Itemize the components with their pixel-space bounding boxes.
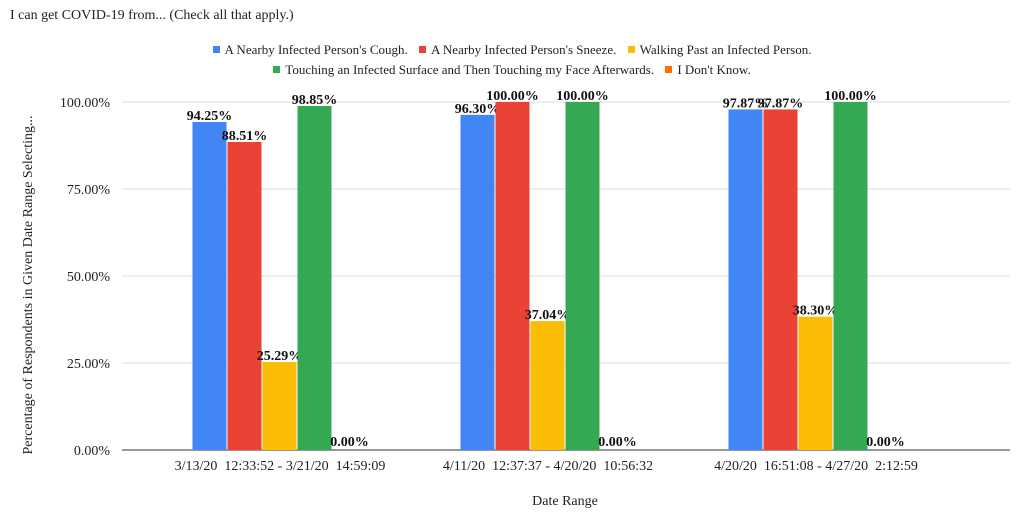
data-label: 100.00% [486,89,539,104]
legend-item-walking: Walking Past an Infected Person. [627,42,812,58]
data-label: 97.87% [758,96,804,111]
data-label: 100.00% [556,89,609,104]
legend-item-dont-know: I Don't Know. [665,62,751,78]
y-tick-label: 0.00% [74,444,111,459]
legend-item-touching: Touching an Infected Surface and Then To… [273,62,654,78]
x-axis-title: Date Range [532,494,598,509]
legend-swatch-dont-know [665,66,673,73]
legend-label-walking: Walking Past an Infected Person. [639,42,812,57]
bar [728,109,763,450]
bar [495,102,530,450]
legend-swatch-sneeze [418,46,426,53]
data-label: 94.25% [187,109,233,124]
bar [798,316,833,450]
legend-row-2: Touching an Infected Surface and Then To… [0,62,1024,78]
bar [833,102,868,450]
data-label: 37.04% [525,308,571,323]
bar [192,122,227,450]
legend-swatch-touching [273,66,281,73]
legend-swatch-cough [212,46,220,53]
data-label: 97.87% [723,96,769,111]
data-label: 0.00% [598,435,637,450]
y-axis-title-text: Percentage of Respondents in Given Date … [21,115,36,455]
legend-label-touching: Touching an Infected Surface and Then To… [285,62,655,77]
x-tick-label: 4/20/20 16:51:08 - 4/27/20 2:12:59 [714,459,918,474]
legend-item-sneeze: A Nearby Infected Person's Sneeze. [418,42,617,58]
legend-label-dont-know: I Don't Know. [677,62,751,77]
bar [565,102,600,450]
x-tick-label: 3/13/20 12:33:52 - 3/21/20 14:59:09 [175,459,386,474]
y-tick-label: 25.00% [67,357,111,372]
data-label: 98.85% [292,93,338,108]
bar [530,321,565,450]
bar [763,109,798,450]
legend-row-1: A Nearby Infected Person's Cough. A Near… [0,42,1024,58]
bar [262,361,297,450]
data-label: 100.00% [824,89,877,104]
data-label: 0.00% [866,435,905,450]
data-label: 0.00% [330,435,369,450]
data-label: 88.51% [222,129,268,144]
chart-title: I can get COVID-19 from... (Check all th… [10,8,294,23]
bar [297,106,332,450]
data-label: 38.30% [793,304,839,319]
x-tick-label: 4/11/20 12:37:37 - 4/20/20 10:56:32 [443,459,653,474]
data-label: 96.30% [455,102,501,117]
bar [460,114,495,450]
legend-swatch-walking [627,46,635,53]
legend-item-cough: A Nearby Infected Person's Cough. [212,42,408,58]
y-tick-label: 75.00% [67,183,111,198]
y-tick-label: 100.00% [60,96,111,111]
bar [227,141,262,450]
legend-label-cough: A Nearby Infected Person's Cough. [224,42,408,57]
y-tick-label: 50.00% [67,270,111,285]
legend-label-sneeze: A Nearby Infected Person's Sneeze. [430,42,617,57]
data-label: 25.29% [257,349,303,364]
